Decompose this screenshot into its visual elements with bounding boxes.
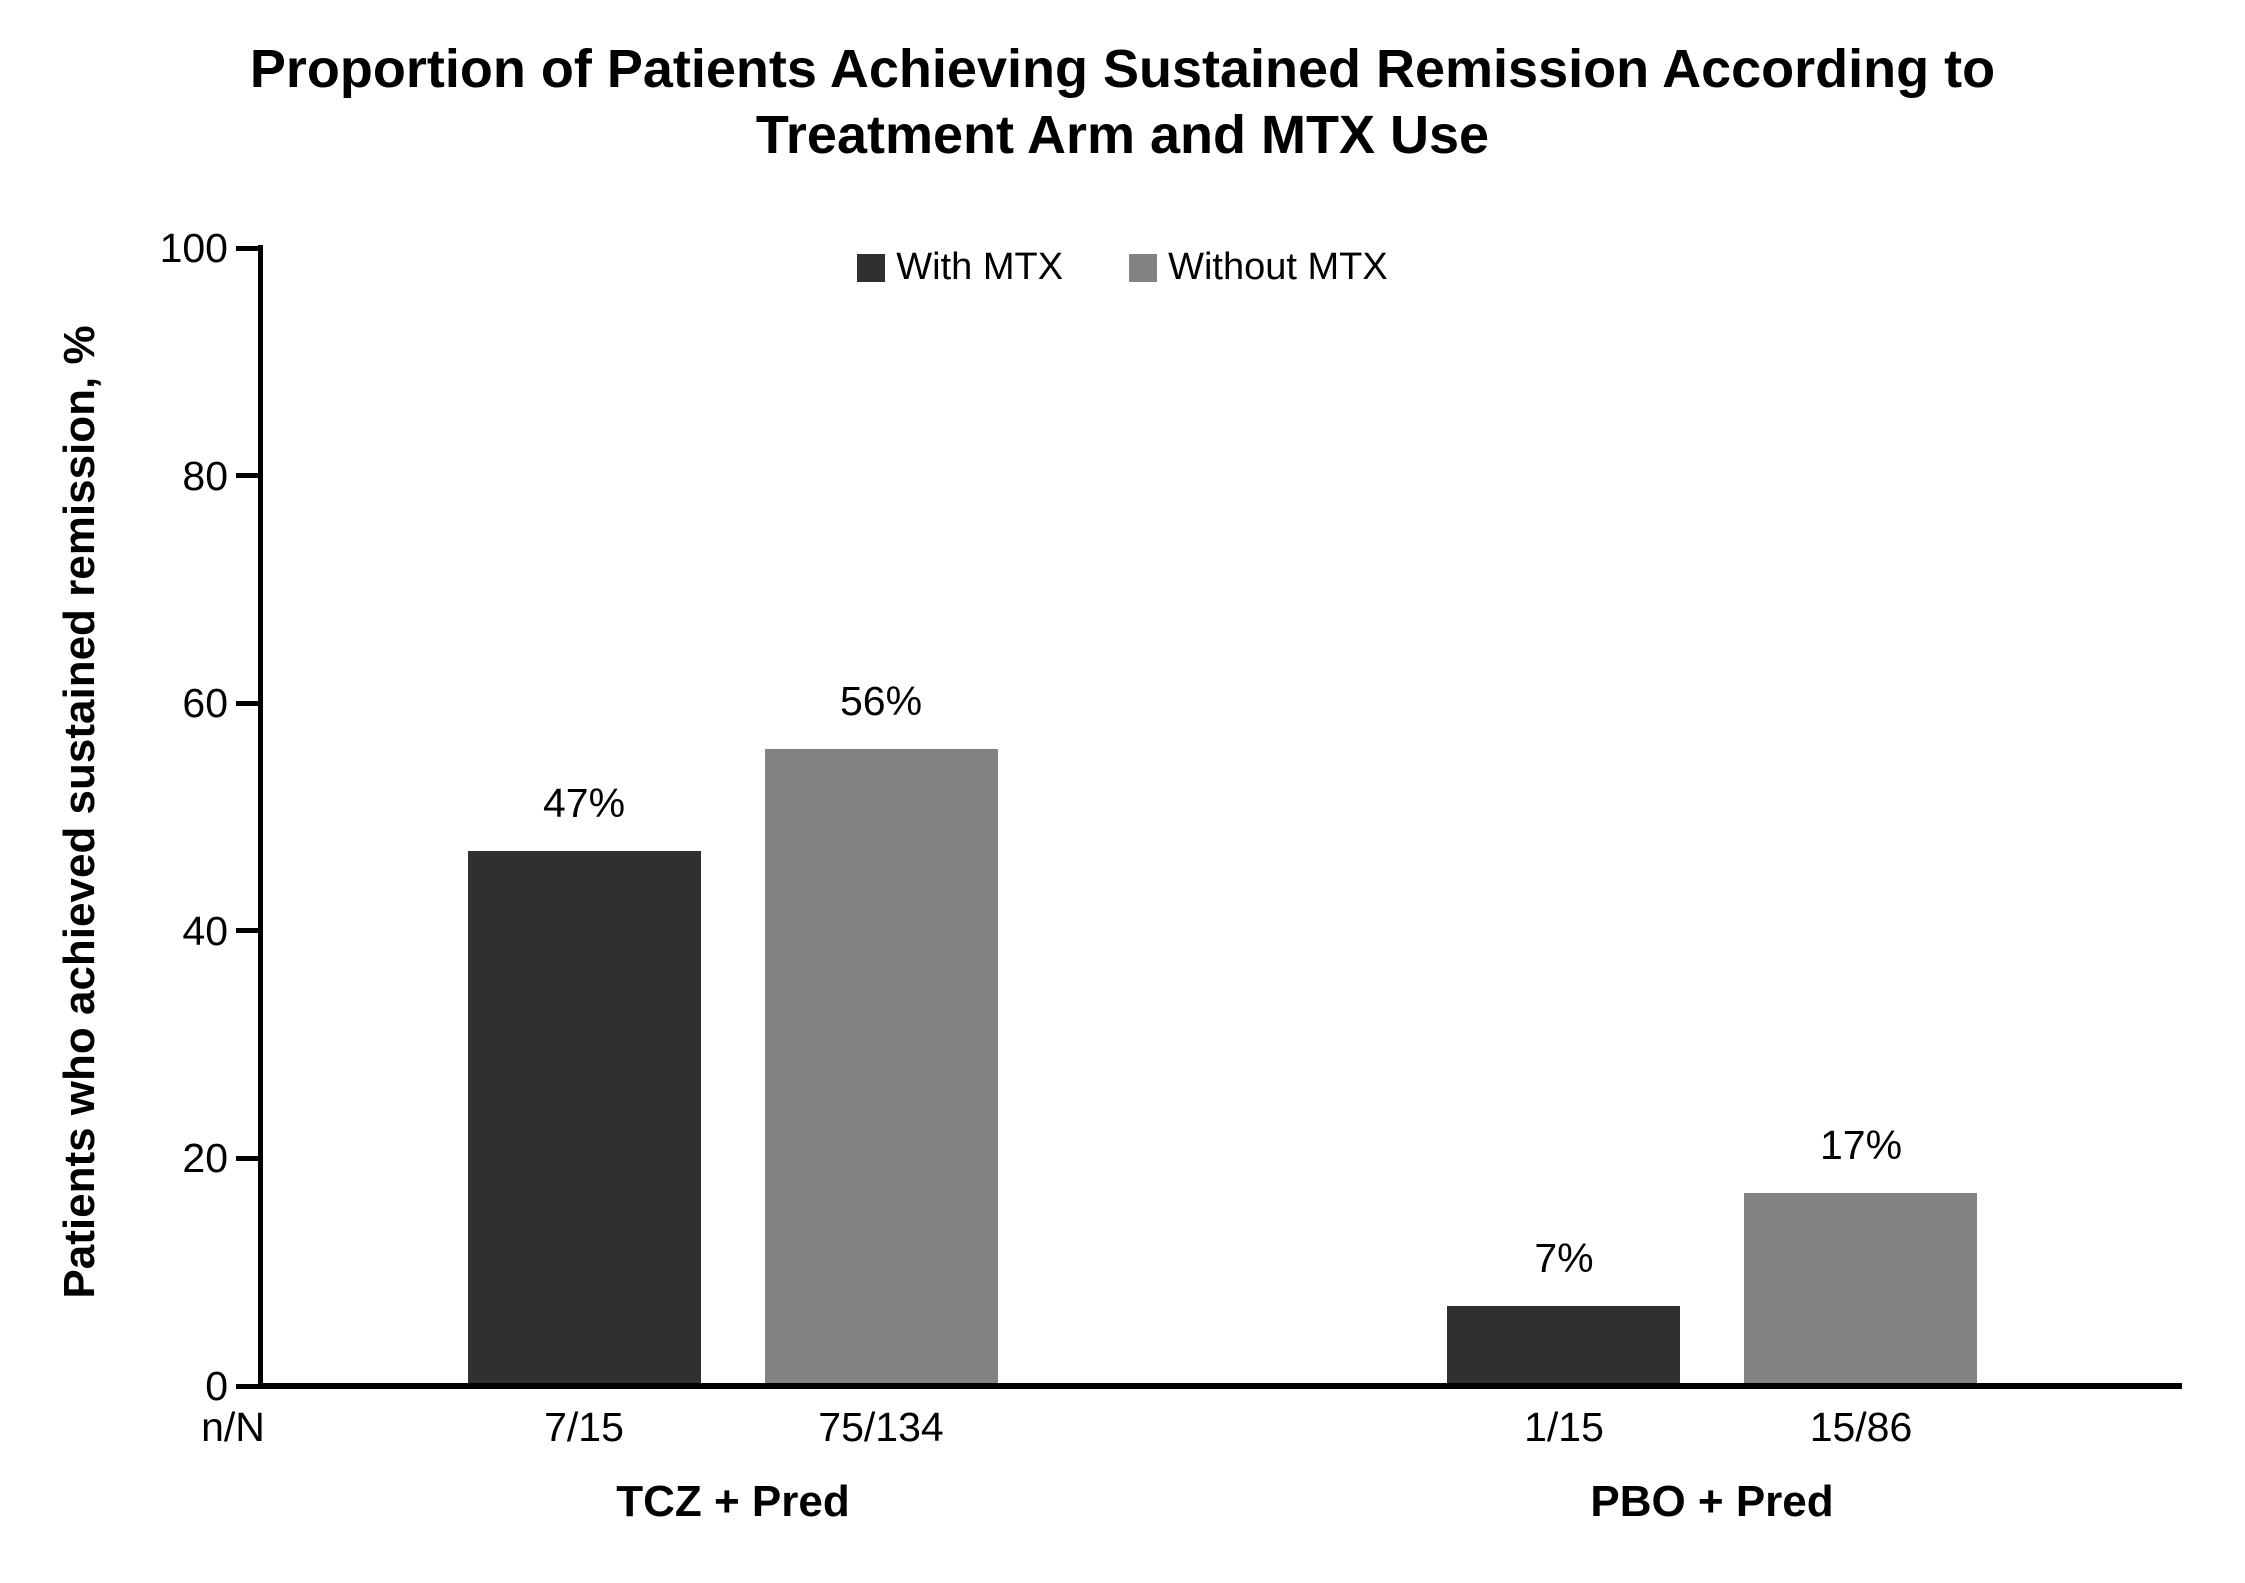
bar-with-mtx [1447,1306,1680,1386]
y-tick-mark [236,246,258,251]
bar-value-label: 56% [839,678,923,724]
legend: With MTX Without MTX [0,246,2245,289]
legend-swatch-without-mtx [1129,253,1158,282]
legend-item-with-mtx: With MTX [857,246,1063,289]
y-axis-line [258,245,263,1389]
chart-title-line-2: Treatment Arm and MTX Use [755,105,1490,165]
legend-item-without-mtx: Without MTX [1129,246,1388,289]
n-over-N-value: 75/134 [818,1404,944,1450]
y-tick-mark [236,473,258,478]
x-axis-group-label: PBO + Pred [1590,1477,1834,1526]
y-tick-label: 0 [205,1363,228,1409]
y-tick-label: 20 [182,1135,228,1181]
bar-without-mtx [765,749,998,1386]
y-tick-mark [236,1384,258,1389]
bar-value-label: 7% [1534,1235,1594,1281]
legend-label-with-mtx: With MTX [896,246,1064,288]
chart-title-line-1: Proportion of Patients Achieving Sustain… [249,39,1996,99]
y-tick-label: 40 [182,908,228,954]
y-tick-mark [236,701,258,706]
legend-swatch-with-mtx [857,253,886,282]
bar-value-label: 17% [1819,1122,1903,1168]
bar-value-label: 47% [542,780,626,826]
chart-title: Proportion of Patients Achieving Sustain… [0,36,2245,168]
n-over-N-value: 15/86 [1809,1404,1913,1450]
x-axis-group-label: TCZ + Pred [616,1477,850,1526]
n-over-N-value: 1/15 [1524,1404,1604,1450]
y-tick-mark [236,1156,258,1161]
y-tick-label: 60 [182,680,228,726]
n-over-N-row-label: n/N [201,1404,265,1450]
legend-label-without-mtx: Without MTX [1168,246,1388,288]
y-tick-mark [236,928,258,933]
bar-without-mtx [1744,1193,1977,1386]
y-tick-label: 100 [159,225,228,271]
x-axis-line [258,1383,2182,1389]
n-over-N-value: 7/15 [544,1404,624,1450]
bar-with-mtx [468,851,701,1386]
y-tick-label: 80 [182,453,228,499]
